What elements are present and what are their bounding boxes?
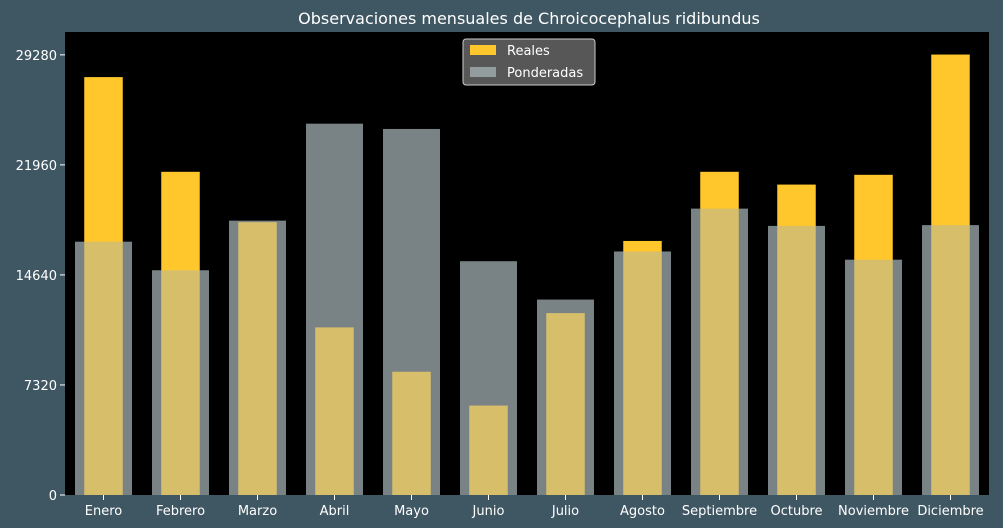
bar-ponderadas-overlay-diciembre [922,225,979,495]
x-tick-label-diciembre: Diciembre [917,504,983,519]
y-tick-label-0: 0 [49,489,57,504]
bar-reales-abril [315,327,354,495]
reales-series [84,54,970,496]
x-tick-label-octubre: Octubre [770,504,822,519]
x-axis: Enero Febrero Marzo Abril Mayo Junio Julio Agos… [85,495,984,519]
x-tick-label-abril: Abril [320,504,350,519]
bar-ponderadas-overlay-abril [306,123,363,495]
bar-reales-febrero [161,171,200,495]
legend-label-reales: Reales [507,44,550,59]
bar-ponderadas-overlay-septiembre [691,208,748,495]
x-tick-label-junio: Junio [472,504,505,519]
bar-reales-junio [469,405,508,495]
bar-reales-enero [84,77,123,495]
x-tick-label-agosto: Agosto [620,504,665,519]
legend: Reales Ponderadas [462,38,596,86]
bar-reales-octubre [777,184,816,496]
legend-swatch-ponderadas [470,67,496,77]
bar-ponderadas-overlay-mayo [383,128,440,495]
x-tick-label-marzo: Marzo [238,504,277,519]
chart-title: Observaciones mensuales de Chroicocephal… [298,9,760,28]
bar-reales-diciembre [931,54,970,495]
x-tick-label-septiembre: Septiembre [682,504,757,519]
bar-reales-marzo [238,222,277,496]
x-tick-label-julio: Julio [551,504,579,519]
bar-reales-mayo [392,371,431,495]
y-tick-label-1: 7320 [24,379,57,394]
plot-area [65,32,989,495]
bar-reales-agosto [623,240,662,495]
x-tick-label-mayo: Mayo [394,504,429,519]
bar-ponderadas-overlay-agosto [614,251,671,495]
bar-reales-julio [546,313,585,495]
bar-ponderadas-overlay-octubre [768,225,825,496]
x-tick-label-febrero: Febrero [156,504,205,519]
bar-ponderadas-overlay-noviembre [845,259,902,495]
y-tick-label-3: 21960 [16,159,57,174]
y-axis: 0 7320 14640 21960 29280 [16,49,65,504]
bar-ponderadas-overlay-marzo [229,220,286,495]
legend-swatch-reales [470,45,496,55]
x-tick-label-noviembre: Noviembre [838,504,909,519]
legend-label-ponderadas: Ponderadas [507,66,583,81]
bar-reales-noviembre [854,174,893,495]
bar-ponderadas-overlay-julio [537,299,594,495]
x-tick-label-enero: Enero [85,504,123,519]
bar-reales-septiembre [700,171,739,495]
y-tick-label-4: 29280 [16,49,57,64]
bar-ponderadas-overlay-enero [75,241,132,495]
y-tick-label-2: 14640 [16,269,57,284]
bar-ponderadas-overlay-junio [460,261,517,495]
bar-ponderadas-overlay-febrero [152,270,209,495]
